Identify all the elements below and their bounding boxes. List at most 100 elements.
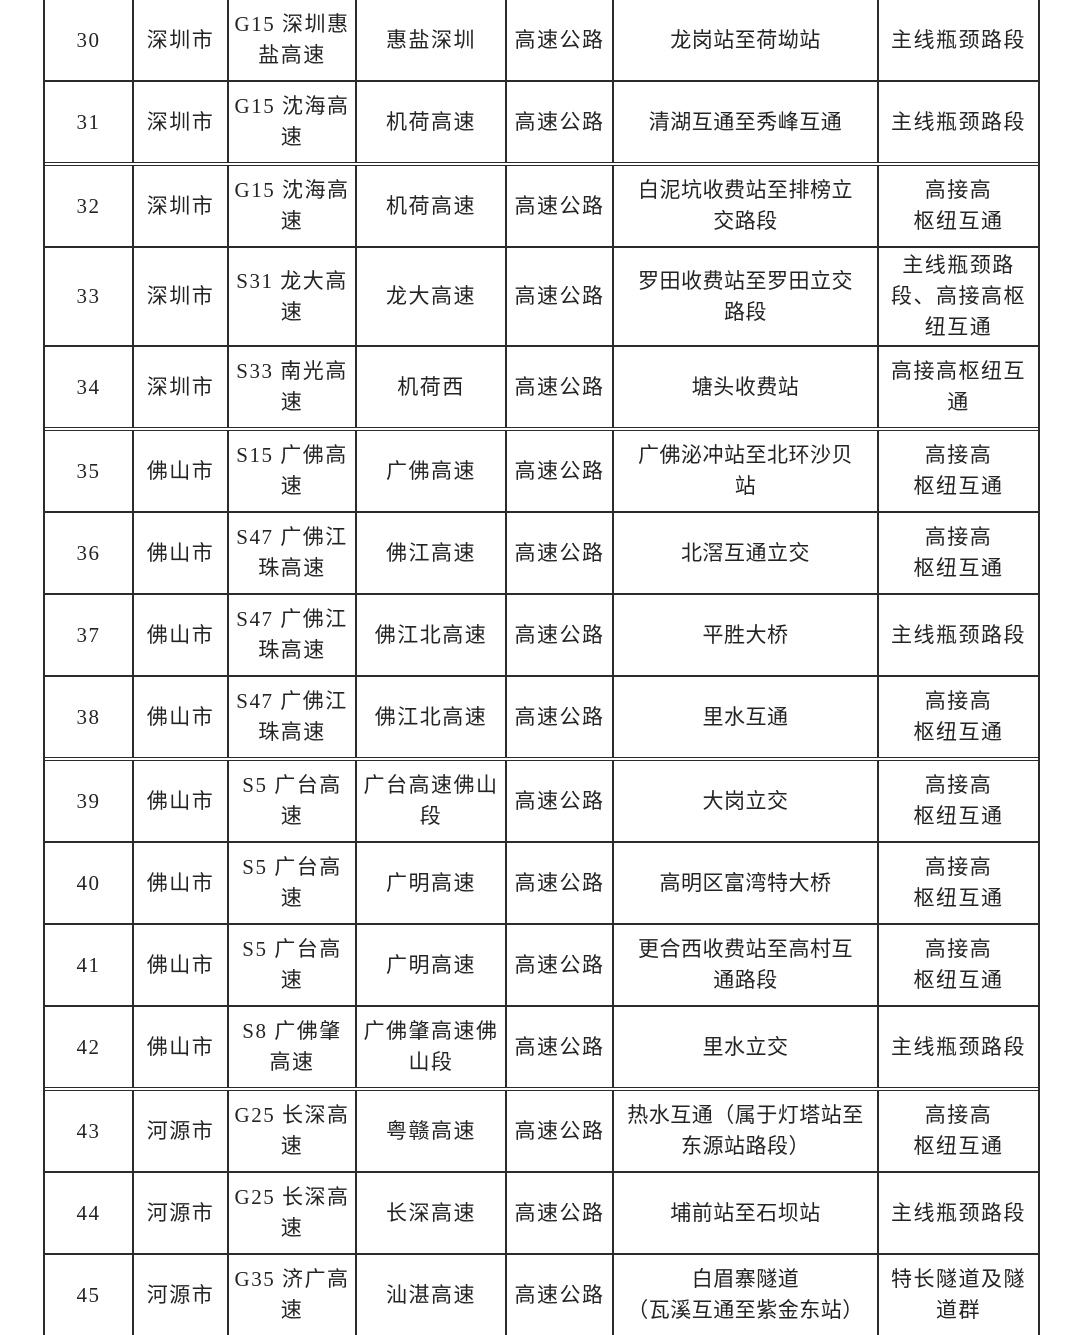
cell-congestion-type: 特长隧道及隧 道群 — [877, 1255, 1038, 1335]
cell-row-number: 36 — [76, 540, 101, 565]
table-row: 31 深圳市 G15 沈海高 速机荷高速 高速公路 清湖互通至秀峰互通 主线瓶颈路段 — [45, 80, 1038, 162]
cell-road-type: 高速公路 — [505, 0, 612, 80]
cell-congested-section: 北滘互通立交 — [612, 513, 877, 593]
table-row: 38 佛山市 S47 广佛江 珠高速 佛江北高速 高速公路 里水互通 高接高 枢纽互通 — [45, 675, 1038, 757]
cell-road-type: 高速公路 — [505, 925, 612, 1005]
cell-congestion-type: 主线瓶颈路段 — [877, 0, 1038, 80]
cell-city: 佛山市 — [132, 761, 227, 841]
cell-route-name: 长深高速 — [355, 1173, 505, 1253]
cell-road-type: 高速公路 — [505, 595, 612, 675]
cell-route-name: 广明高速 — [355, 843, 505, 923]
cell-row-number: 38 — [76, 704, 101, 729]
cell-route-name: 龙大高速 — [355, 248, 505, 345]
cell-row-number: 35 — [76, 458, 101, 483]
cell-city: 深圳市 — [132, 347, 227, 427]
cell-congestion-type: 高接高 枢纽互通 — [877, 166, 1038, 246]
cell-row-number: 43 — [76, 1118, 101, 1143]
congestion-table: 30 深圳市 G15 深圳惠 盐高速 惠盐深圳 高速公路 龙岗站至荷坳站 主线瓶颈路段 31 深… — [43, 0, 1040, 1335]
cell-road-type: 高速公路 — [505, 1173, 612, 1253]
cell-city: 河源市 — [132, 1091, 227, 1171]
cell-road-type: 高速公路 — [505, 1007, 612, 1087]
table-row: 40 佛山市 S5 广台高 速广明高速 高速公路 高明区富湾特大桥 高接高 枢纽互通 — [45, 841, 1038, 923]
table-row: 33 深圳市 S31 龙大高 速龙大高速 高速公路 罗田收费站至罗田立交 路段 主线瓶颈路… — [45, 246, 1038, 345]
table-row: 41 佛山市 S5 广台高 速广明高速 高速公路 更合西收费站至高村互 通路段 高接高 枢… — [45, 923, 1038, 1005]
table-row: 45 河源市 G35 济广高 速汕湛高速 高速公路 白眉寨隧道 （瓦溪互通至紫金东站）特… — [45, 1253, 1038, 1335]
cell-city: 佛山市 — [132, 925, 227, 1005]
cell-route-code: S8 广佛肇 高速 — [227, 1007, 355, 1087]
cell-city: 佛山市 — [132, 677, 227, 757]
cell-congested-section: 热水互通（属于灯塔站至 东源站路段） — [612, 1091, 877, 1171]
table-row: 34 深圳市 S33 南光高 速机荷西 高速公路 塘头收费站 高接高枢纽互 通 — [45, 345, 1038, 427]
cell-congestion-type: 高接高 枢纽互通 — [877, 677, 1038, 757]
cell-route-name: 广佛肇高速佛 山段 — [355, 1007, 505, 1087]
cell-congestion-type: 主线瓶颈路段 — [877, 82, 1038, 162]
cell-city: 佛山市 — [132, 431, 227, 511]
cell-city: 深圳市 — [132, 248, 227, 345]
cell-city: 佛山市 — [132, 1007, 227, 1087]
cell-row-number: 40 — [76, 870, 101, 895]
cell-congested-section: 平胜大桥 — [612, 595, 877, 675]
cell-city: 佛山市 — [132, 843, 227, 923]
table-row: 43 河源市 G25 长深高 速粤赣高速 高速公路 热水互通（属于灯塔站至 东源站路段）… — [45, 1087, 1038, 1171]
cell-congestion-type: 主线瓶颈路段 — [877, 595, 1038, 675]
cell-road-type: 高速公路 — [505, 82, 612, 162]
cell-road-type: 高速公路 — [505, 166, 612, 246]
cell-row-number: 37 — [76, 622, 101, 647]
cell-route-code: S47 广佛江 珠高速 — [227, 513, 355, 593]
cell-road-type: 高速公路 — [505, 513, 612, 593]
cell-route-code: G25 长深高 速 — [227, 1173, 355, 1253]
cell-route-name: 广台高速佛山 段 — [355, 761, 505, 841]
cell-congestion-type: 主线瓶颈路段 — [877, 1173, 1038, 1253]
table-row: 44 河源市 G25 长深高 速长深高速 高速公路 埔前站至石坝站 主线瓶颈路段 — [45, 1171, 1038, 1253]
cell-congested-section: 塘头收费站 — [612, 347, 877, 427]
cell-row-number: 44 — [76, 1200, 101, 1225]
cell-congested-section: 广佛泌冲站至北环沙贝 站 — [612, 431, 877, 511]
cell-route-code: S47 广佛江 珠高速 — [227, 595, 355, 675]
cell-city: 深圳市 — [132, 0, 227, 80]
cell-route-code: S5 广台高 速 — [227, 761, 355, 841]
cell-route-code: S5 广台高 速 — [227, 925, 355, 1005]
cell-route-name: 汕湛高速 — [355, 1255, 505, 1335]
cell-congestion-type: 高接高 枢纽互通 — [877, 431, 1038, 511]
cell-congested-section: 龙岗站至荷坳站 — [612, 0, 877, 80]
cell-route-name: 广明高速 — [355, 925, 505, 1005]
table-row: 35 佛山市 S15 广佛高 速广佛高速 高速公路 广佛泌冲站至北环沙贝 站高接高 枢纽… — [45, 427, 1038, 511]
cell-route-name: 机荷高速 — [355, 166, 505, 246]
cell-route-code: S5 广台高 速 — [227, 843, 355, 923]
cell-route-name: 佛江北高速 — [355, 677, 505, 757]
cell-route-name: 广佛高速 — [355, 431, 505, 511]
table-row: 39 佛山市 S5 广台高 速广台高速佛山 段高速公路 大岗立交 高接高 枢纽互通 — [45, 757, 1038, 841]
cell-city: 佛山市 — [132, 595, 227, 675]
cell-road-type: 高速公路 — [505, 431, 612, 511]
cell-road-type: 高速公路 — [505, 761, 612, 841]
cell-congested-section: 里水立交 — [612, 1007, 877, 1087]
cell-road-type: 高速公路 — [505, 248, 612, 345]
cell-congestion-type: 主线瓶颈路 段、高接高枢 纽互通 — [877, 248, 1038, 345]
table-row: 30 深圳市 G15 深圳惠 盐高速 惠盐深圳 高速公路 龙岗站至荷坳站 主线瓶颈路段 — [45, 0, 1038, 80]
table-row: 42 佛山市 S8 广佛肇 高速 广佛肇高速佛 山段 高速公路 里水立交 主线瓶颈路段 — [45, 1005, 1038, 1087]
cell-route-name: 机荷西 — [355, 347, 505, 427]
cell-city: 深圳市 — [132, 166, 227, 246]
cell-row-number: 31 — [76, 109, 101, 134]
cell-route-name: 佛江高速 — [355, 513, 505, 593]
cell-route-code: S15 广佛高 速 — [227, 431, 355, 511]
cell-congestion-type: 高接高枢纽互 通 — [877, 347, 1038, 427]
cell-congested-section: 白眉寨隧道 （瓦溪互通至紫金东站） — [612, 1255, 877, 1335]
cell-congested-section: 埔前站至石坝站 — [612, 1173, 877, 1253]
cell-congestion-type: 高接高 枢纽互通 — [877, 1091, 1038, 1171]
cell-city: 河源市 — [132, 1173, 227, 1253]
cell-road-type: 高速公路 — [505, 1255, 612, 1335]
cell-city: 河源市 — [132, 1255, 227, 1335]
cell-congested-section: 白泥坑收费站至排榜立 交路段 — [612, 166, 877, 246]
cell-route-code: G25 长深高 速 — [227, 1091, 355, 1171]
cell-route-name: 粤赣高速 — [355, 1091, 505, 1171]
cell-route-code: S47 广佛江 珠高速 — [227, 677, 355, 757]
cell-route-code: G35 济广高 速 — [227, 1255, 355, 1335]
cell-congested-section: 大岗立交 — [612, 761, 877, 841]
table-row: 37 佛山市 S47 广佛江 珠高速 佛江北高速 高速公路 平胜大桥 主线瓶颈路段 — [45, 593, 1038, 675]
cell-congested-section: 罗田收费站至罗田立交 路段 — [612, 248, 877, 345]
cell-route-name: 机荷高速 — [355, 82, 505, 162]
cell-row-number: 41 — [76, 952, 101, 977]
cell-route-code: G15 沈海高 速 — [227, 82, 355, 162]
cell-row-number: 30 — [76, 27, 101, 52]
